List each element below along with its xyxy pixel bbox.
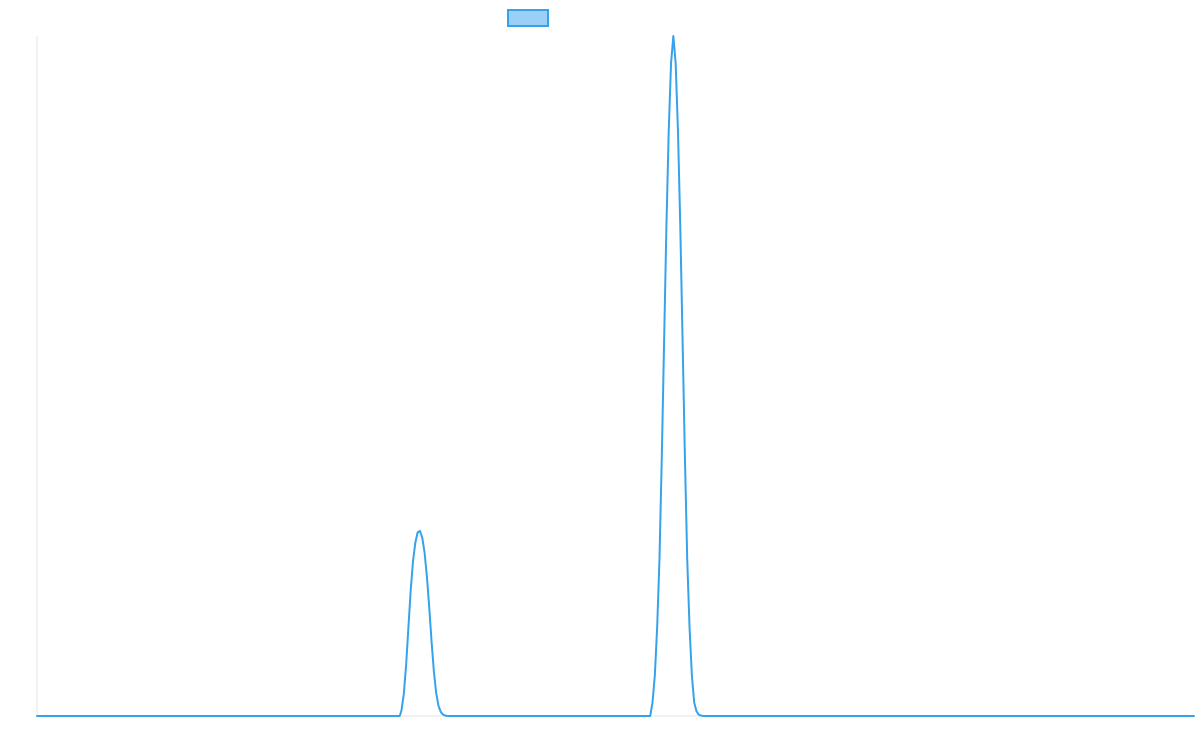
legend-swatch-0: [507, 9, 549, 27]
series-line-0: [36, 35, 1195, 717]
